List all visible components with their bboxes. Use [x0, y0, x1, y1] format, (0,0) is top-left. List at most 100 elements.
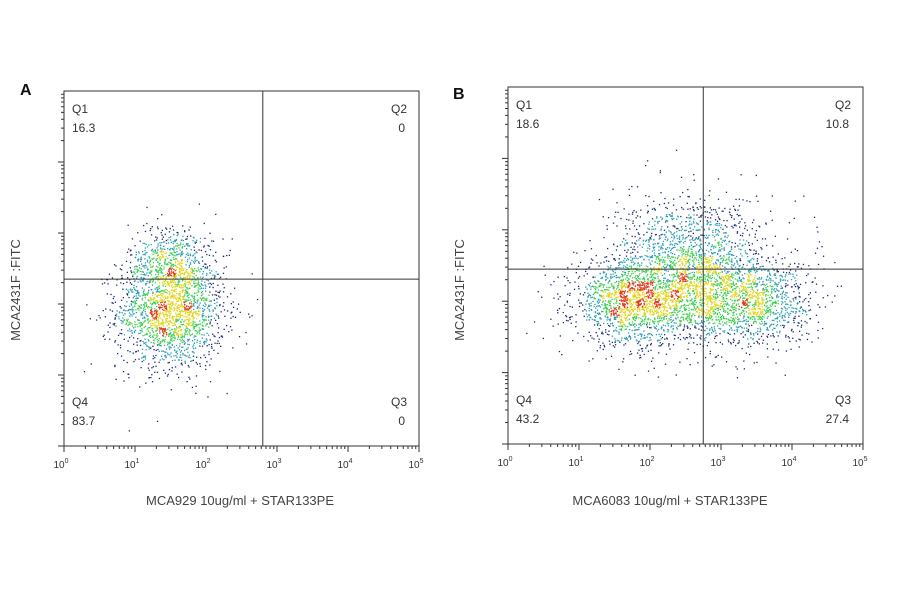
event-dot [682, 337, 685, 339]
event-dot [751, 243, 753, 245]
event-dot [184, 256, 187, 258]
event-dot [175, 354, 177, 357]
event-dot [763, 289, 765, 291]
event-dot [152, 281, 154, 283]
event-dot [628, 194, 631, 196]
event-dot [165, 307, 168, 309]
event-dot [650, 235, 653, 237]
event-dot [195, 241, 197, 243]
event-dot [214, 307, 216, 309]
event-dot [787, 280, 789, 282]
event-dot [652, 357, 654, 359]
event-dot [709, 353, 711, 355]
event-dot [733, 263, 736, 265]
event-dot [144, 325, 147, 328]
event-dot [180, 302, 183, 304]
event-dot [612, 345, 614, 347]
event-dot [201, 328, 204, 330]
event-dot [160, 270, 162, 272]
event-dot [140, 256, 142, 258]
event-dot [131, 315, 133, 317]
event-dot [180, 321, 182, 323]
event-dot [741, 274, 743, 276]
event-dot [617, 276, 619, 278]
event-dot [624, 343, 627, 345]
event-dot [132, 301, 134, 304]
event-dot [159, 267, 162, 269]
event-dot [172, 265, 175, 267]
x-tick-label: 100 [53, 458, 68, 471]
event-dot [716, 275, 719, 277]
event-dot [121, 320, 123, 322]
event-dot [598, 322, 600, 325]
event-dot [645, 195, 647, 197]
event-dot [615, 211, 617, 213]
event-dot [185, 330, 187, 332]
quadrant-percent: 0 [398, 121, 405, 135]
event-dot [723, 248, 725, 250]
event-dot [160, 248, 162, 250]
event-dot [176, 292, 178, 295]
event-dot [695, 252, 697, 255]
event-dot [660, 326, 663, 328]
event-dot [714, 322, 716, 324]
event-dot [635, 275, 637, 277]
event-dot [801, 324, 803, 326]
event-dot [127, 330, 129, 332]
event-dot [158, 276, 160, 278]
event-dot [667, 255, 669, 257]
event-dot [664, 260, 666, 262]
event-dot [753, 283, 756, 285]
event-dot [690, 230, 692, 232]
event-dot [559, 296, 561, 298]
event-dot [603, 344, 605, 346]
event-dot [748, 242, 750, 244]
event-dot [670, 265, 672, 267]
event-dot [788, 273, 790, 275]
event-dot [636, 267, 638, 269]
event-dot [191, 315, 193, 317]
event-dot [156, 371, 159, 373]
event-dot [658, 333, 660, 335]
event-dot [709, 328, 711, 330]
event-dot [172, 279, 174, 282]
event-dot [150, 281, 152, 283]
event-dot [771, 297, 773, 299]
event-dot [167, 354, 169, 356]
event-dot [148, 369, 150, 371]
event-dot [697, 362, 699, 364]
event-dot [208, 305, 210, 307]
event-dot [139, 258, 142, 260]
event-dot [796, 303, 798, 305]
event-dot [650, 255, 652, 258]
event-dot [198, 330, 200, 332]
event-dot [699, 278, 701, 280]
event-dot [615, 249, 618, 251]
event-dot [742, 331, 744, 334]
event-dot [180, 351, 182, 353]
event-dot [162, 248, 164, 250]
event-dot [173, 334, 175, 336]
event-dot [182, 280, 184, 282]
event-dot [704, 339, 706, 342]
event-dot [734, 257, 736, 259]
event-dot [714, 239, 716, 241]
event-dot [152, 253, 154, 255]
event-dot [646, 212, 649, 214]
event-dot [212, 240, 215, 242]
event-dot [150, 308, 153, 311]
event-dot [588, 285, 591, 287]
event-dot [170, 307, 172, 309]
event-dot [704, 237, 706, 239]
event-dot [192, 344, 195, 346]
event-dot [191, 272, 193, 275]
event-dot [583, 335, 585, 338]
event-dot [143, 326, 145, 329]
event-dot [689, 328, 691, 330]
event-dot [693, 292, 695, 294]
event-dot [597, 300, 599, 302]
event-dot [687, 327, 689, 329]
event-dot [152, 322, 154, 325]
event-dot [165, 313, 168, 315]
event-dot [154, 252, 156, 254]
